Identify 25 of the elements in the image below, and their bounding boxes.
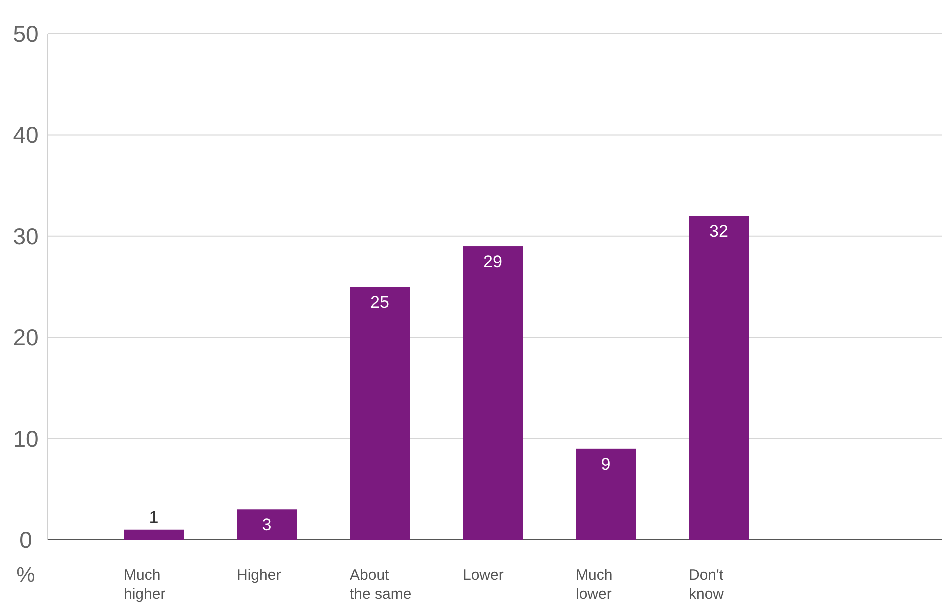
- data-label: 25: [370, 293, 390, 312]
- y-tick-label: 10: [13, 426, 39, 452]
- y-tick-label: 50: [13, 21, 39, 47]
- data-label: 32: [710, 222, 728, 242]
- y-tick-label: 20: [13, 324, 39, 351]
- x-tick-label: Higher: [237, 567, 282, 584]
- y-axis-title: %: [16, 564, 36, 587]
- bar: [124, 530, 184, 540]
- x-tick-label: About the same: [350, 567, 412, 603]
- data-label: 3: [262, 516, 272, 535]
- y-tick-label: 30: [13, 223, 39, 250]
- data-label: 1: [149, 508, 159, 527]
- bar: [350, 287, 410, 540]
- x-tick-label: Don't know: [689, 567, 724, 603]
- bar: [689, 216, 749, 540]
- x-tick-label: Much higher: [124, 567, 166, 603]
- data-label: 9: [601, 454, 611, 474]
- data-label: 29: [484, 252, 502, 272]
- x-tick-label: Lower: [463, 567, 504, 584]
- bar: [237, 510, 297, 540]
- bar: [576, 448, 636, 540]
- x-tick-label: Much lower: [576, 567, 613, 603]
- y-tick-label: 0: [20, 527, 32, 553]
- y-tick-label: 40: [13, 122, 39, 148]
- bar: [463, 246, 523, 540]
